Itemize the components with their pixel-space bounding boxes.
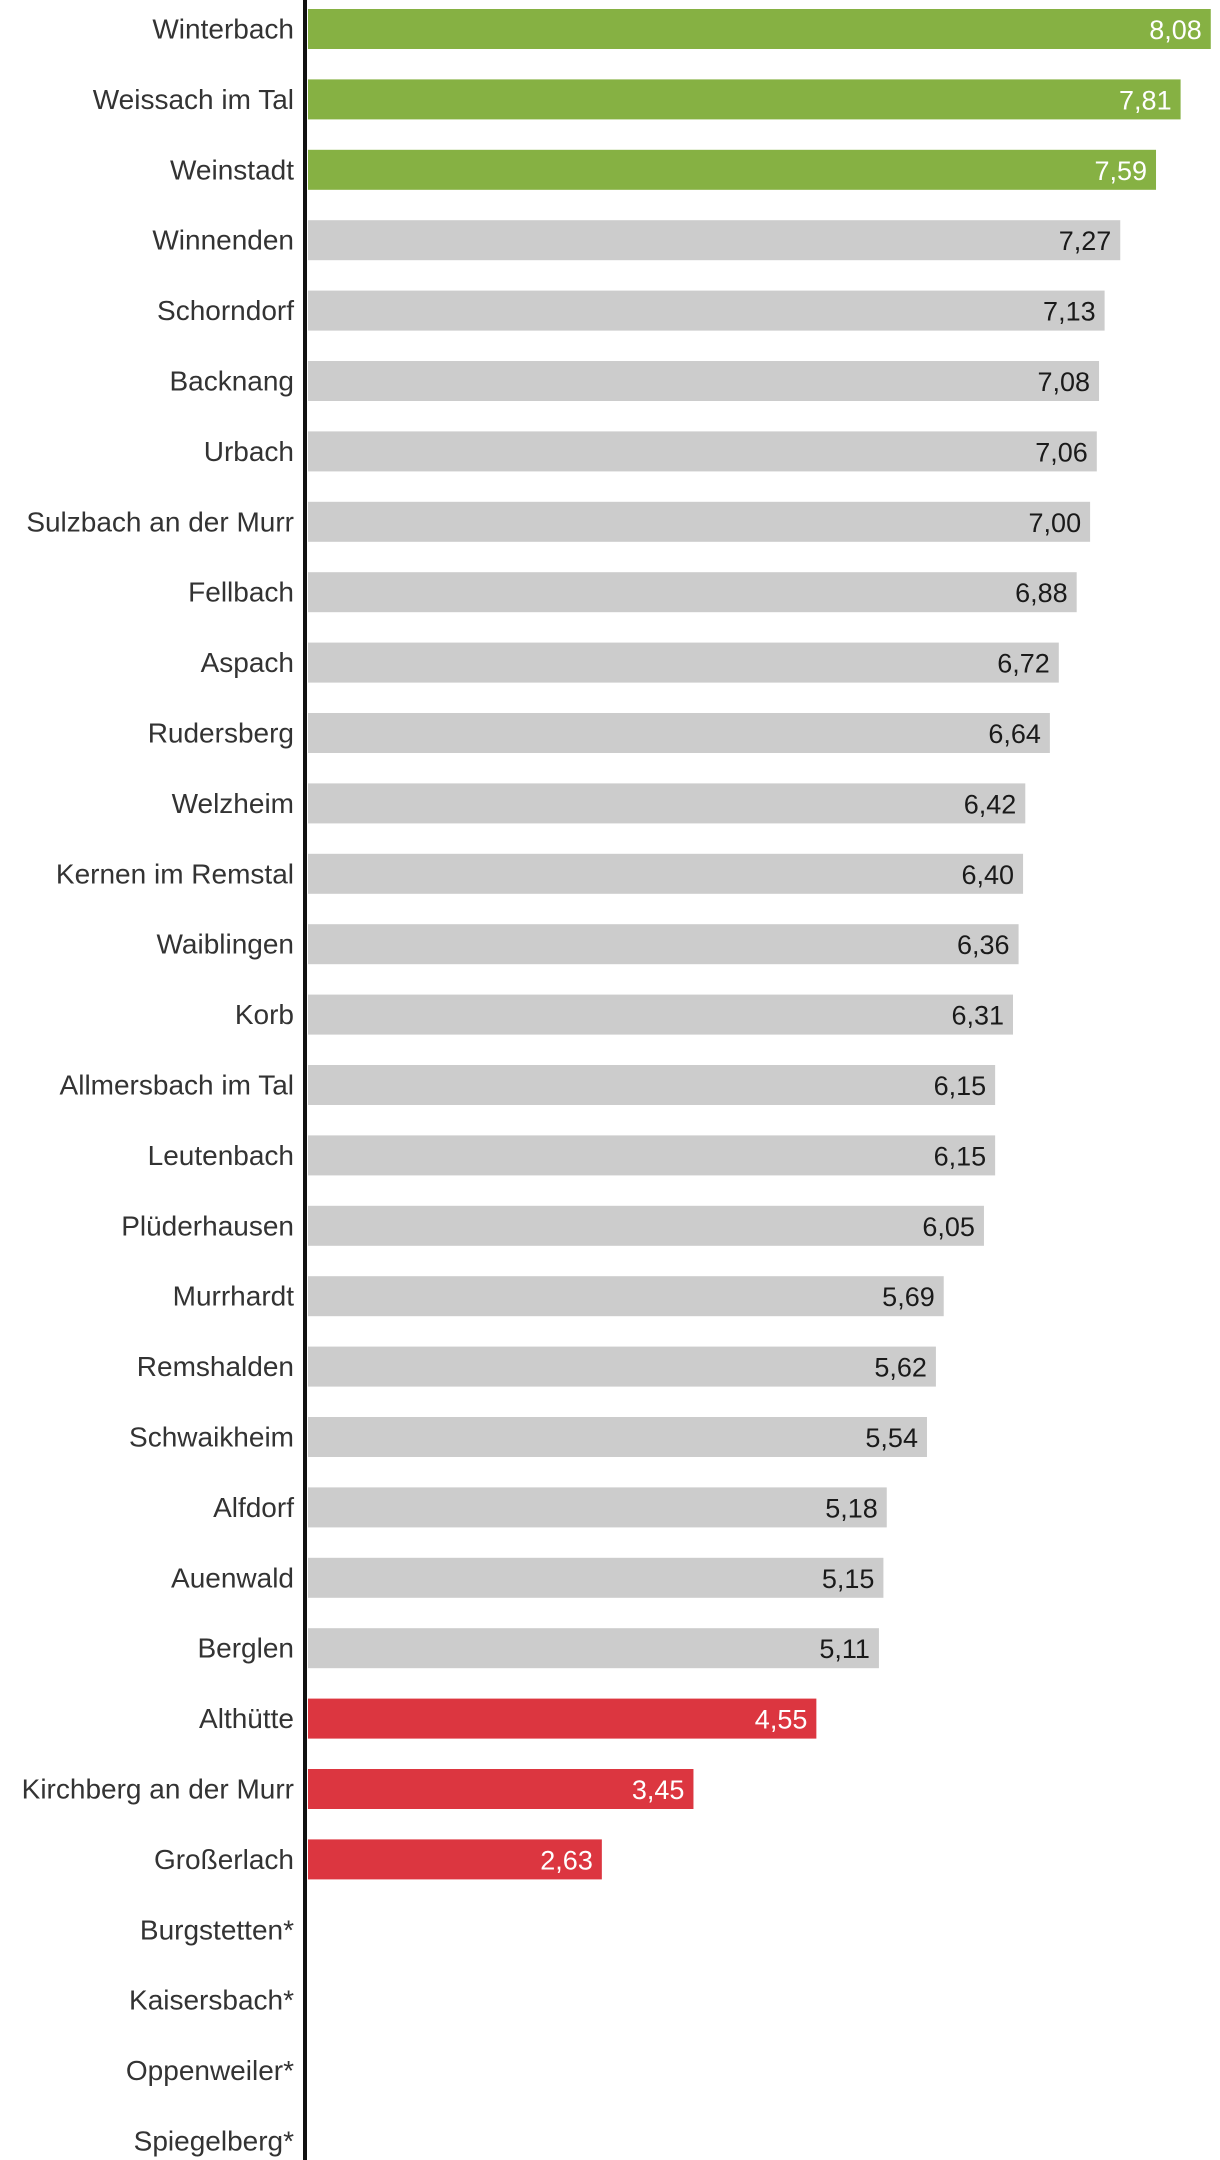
value-label: 5,15	[822, 1564, 875, 1594]
category-label: Großerlach	[154, 1844, 294, 1875]
value-label: 6,64	[988, 719, 1041, 749]
bar	[308, 1135, 996, 1176]
bar	[308, 1205, 984, 1246]
bar	[308, 994, 1014, 1035]
bar	[308, 149, 1157, 190]
bar	[308, 713, 1050, 753]
bar	[308, 783, 1026, 824]
category-label: Burgstetten*	[140, 1914, 294, 1945]
category-label: Althütte	[199, 1703, 294, 1734]
category-label: Rudersberg	[148, 718, 294, 749]
value-label: 7,13	[1043, 297, 1096, 327]
category-label: Alfdorf	[213, 1492, 294, 1523]
bar	[308, 924, 1019, 965]
value-label: 5,54	[865, 1423, 918, 1453]
category-label: Welzheim	[172, 788, 294, 819]
category-label: Murrhardt	[173, 1281, 295, 1312]
bar	[308, 79, 1181, 120]
bar	[308, 1557, 884, 1598]
category-label: Spiegelberg*	[134, 2126, 294, 2157]
value-label: 7,06	[1035, 437, 1088, 467]
value-label: 5,18	[825, 1493, 878, 1523]
bar	[308, 1628, 879, 1669]
category-label: Kernen im Remstal	[56, 858, 294, 889]
category-label: Oppenweiler*	[126, 2055, 294, 2086]
value-label: 6,05	[922, 1212, 975, 1242]
value-label: 7,08	[1037, 367, 1090, 397]
category-label: Winnenden	[152, 225, 294, 256]
value-label: 6,36	[957, 930, 1010, 960]
bar	[308, 853, 1024, 894]
category-label: Leutenbach	[148, 1140, 294, 1171]
bar	[308, 290, 1105, 331]
bar	[308, 361, 1100, 401]
value-label: 6,88	[1015, 578, 1068, 608]
value-label: 2,63	[540, 1845, 593, 1875]
value-label: 8,08	[1149, 15, 1202, 45]
bar	[308, 431, 1097, 472]
category-label: Auenwald	[171, 1562, 294, 1593]
category-label: Schorndorf	[157, 295, 294, 326]
category-label: Winterbach	[152, 14, 294, 45]
value-label: 3,45	[632, 1775, 685, 1805]
category-label: Urbach	[204, 436, 294, 467]
category-label: Aspach	[201, 647, 294, 678]
category-label: Fellbach	[188, 577, 294, 608]
value-label: 6,42	[964, 789, 1017, 819]
bar	[308, 9, 1211, 49]
category-label: Remshalden	[137, 1351, 294, 1382]
value-label: 7,00	[1029, 508, 1082, 538]
category-label: Weinstadt	[170, 154, 294, 185]
category-label: Berglen	[197, 1633, 294, 1664]
category-label: Allmersbach im Tal	[60, 1070, 294, 1101]
value-label: 6,40	[961, 860, 1014, 890]
value-label: 7,59	[1094, 156, 1147, 186]
bar	[308, 1276, 944, 1317]
category-label: Korb	[235, 999, 294, 1030]
category-label: Backnang	[169, 366, 294, 397]
category-label: Weissach im Tal	[93, 84, 294, 115]
category-label: Sulzbach an der Murr	[26, 506, 294, 537]
bar	[308, 572, 1077, 613]
value-label: 6,15	[934, 1071, 987, 1101]
value-label: 6,15	[934, 1141, 987, 1171]
value-label: 5,69	[882, 1282, 935, 1312]
bar	[308, 1487, 887, 1528]
bar	[308, 1417, 927, 1457]
value-label: 5,11	[819, 1634, 870, 1664]
value-label: 7,81	[1119, 85, 1172, 115]
value-label: 6,31	[951, 1001, 1004, 1031]
bar	[308, 220, 1121, 261]
category-label: Kirchberg an der Murr	[22, 1774, 294, 1805]
category-label: Schwaikheim	[129, 1422, 294, 1453]
value-label: 6,72	[997, 649, 1050, 679]
bar	[308, 1065, 996, 1105]
category-label: Waiblingen	[157, 929, 294, 960]
category-label: Kaisersbach*	[129, 1985, 294, 2016]
bar	[308, 1346, 936, 1387]
bar	[308, 501, 1091, 542]
value-label: 4,55	[755, 1705, 808, 1735]
value-label: 5,62	[874, 1353, 927, 1383]
bar	[308, 642, 1059, 683]
bar	[308, 1839, 602, 1880]
value-label: 7,27	[1059, 226, 1112, 256]
bar	[308, 1698, 817, 1739]
category-label: Plüderhausen	[121, 1210, 294, 1241]
bar	[308, 1769, 694, 1809]
